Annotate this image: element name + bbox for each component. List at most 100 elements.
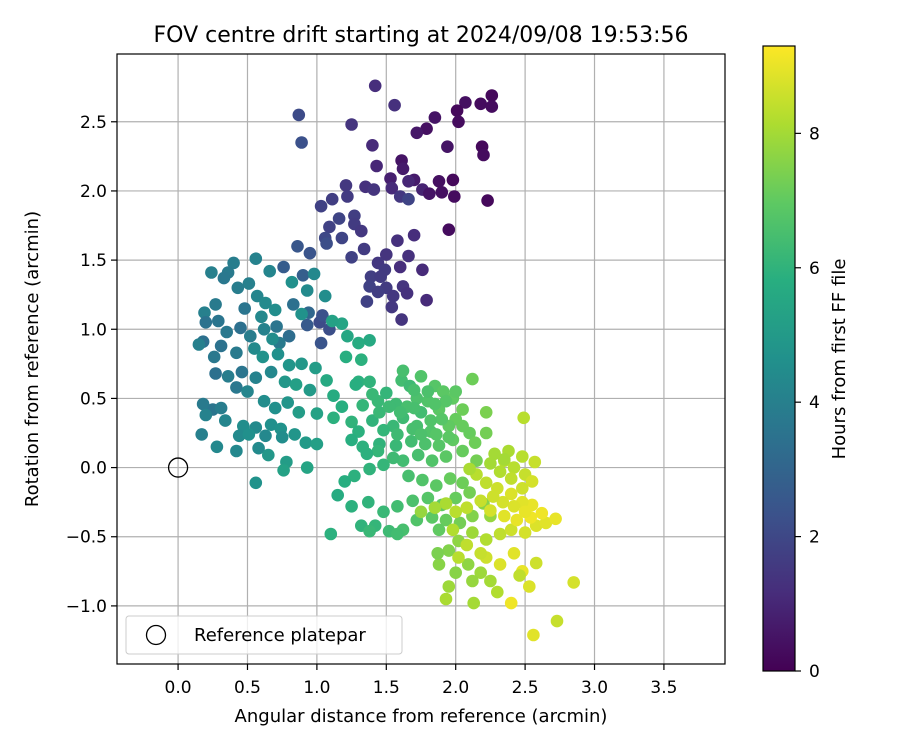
scatter-point bbox=[393, 260, 407, 274]
y-tick-label: 2.5 bbox=[80, 113, 107, 133]
scatter-point bbox=[391, 527, 404, 541]
scatter-point bbox=[370, 159, 383, 173]
scatter-point bbox=[331, 488, 345, 502]
scatter-point bbox=[249, 476, 263, 490]
y-tick-label: 1.0 bbox=[80, 320, 107, 340]
scatter-point bbox=[414, 370, 428, 383]
scatter-point bbox=[355, 353, 368, 367]
scatter-point bbox=[377, 423, 390, 437]
scatter-point bbox=[352, 336, 365, 350]
x-tick-label: 1.0 bbox=[303, 678, 330, 698]
scatter-point bbox=[439, 450, 453, 463]
scatter-point bbox=[360, 295, 374, 308]
scatter-point bbox=[314, 336, 328, 350]
legend-label: Reference platepar bbox=[194, 625, 366, 646]
scatter-point bbox=[364, 270, 378, 284]
x-tick-label: 0.5 bbox=[234, 678, 261, 698]
data-points bbox=[192, 79, 580, 642]
x-tick-label: 2.0 bbox=[442, 678, 469, 698]
scatter-point bbox=[299, 436, 313, 450]
scatter-point bbox=[382, 400, 396, 414]
scatter-point bbox=[268, 401, 282, 415]
scatter-point bbox=[421, 385, 435, 398]
scatter-point bbox=[287, 298, 300, 311]
scatter-point bbox=[199, 408, 213, 422]
scatter-point bbox=[341, 190, 354, 203]
scatter-point bbox=[391, 428, 404, 441]
scatter-point bbox=[443, 472, 457, 485]
scatter-point bbox=[205, 266, 218, 279]
scatter-point bbox=[249, 371, 263, 385]
x-tick-label: 1.5 bbox=[373, 678, 400, 698]
scatter-point bbox=[320, 374, 333, 387]
scatter-point bbox=[292, 108, 306, 122]
scatter-point bbox=[242, 277, 256, 290]
scatter-point bbox=[513, 569, 526, 582]
scatter-point bbox=[248, 342, 261, 355]
scatter-point bbox=[467, 596, 481, 610]
scatter-point bbox=[436, 385, 450, 398]
scatter-point bbox=[527, 628, 540, 642]
scatter-point bbox=[386, 289, 400, 303]
scatter-point bbox=[338, 475, 352, 488]
scatter-point bbox=[195, 428, 208, 441]
scatter-point bbox=[391, 234, 404, 247]
chart-title: FOV centre drift starting at 2024/09/08 … bbox=[154, 23, 689, 48]
scatter-point bbox=[428, 397, 442, 411]
scatter-point bbox=[355, 224, 368, 238]
scatter-point bbox=[325, 192, 339, 206]
y-tick-label: 0.0 bbox=[80, 459, 107, 479]
scatter-point bbox=[257, 323, 271, 336]
scatter-point bbox=[425, 454, 439, 468]
scatter-point bbox=[212, 314, 225, 328]
scatter-point bbox=[488, 447, 501, 461]
scatter-point bbox=[300, 461, 314, 474]
scatter-point bbox=[242, 428, 256, 441]
scatter-point bbox=[295, 136, 308, 149]
x-tick-label: 2.5 bbox=[512, 678, 539, 698]
scatter-point bbox=[377, 505, 390, 519]
scatter-point bbox=[282, 329, 296, 343]
y-tick-label: −0.5 bbox=[66, 528, 107, 548]
colorbar-tick-label: 6 bbox=[809, 259, 820, 279]
scatter-point bbox=[307, 267, 321, 281]
scatter-point bbox=[450, 104, 464, 117]
scatter-point bbox=[252, 441, 265, 455]
scatter-point bbox=[396, 162, 410, 176]
scatter-point bbox=[310, 407, 324, 420]
scatter-point bbox=[432, 523, 446, 537]
scatter-point bbox=[230, 444, 243, 458]
scatter-point bbox=[264, 418, 278, 432]
scatter-point bbox=[479, 533, 493, 546]
scatter-point bbox=[285, 275, 299, 289]
scatter-point bbox=[349, 378, 363, 391]
scatter-point bbox=[430, 428, 443, 441]
scatter-point bbox=[300, 284, 314, 297]
scatter-point bbox=[418, 437, 432, 451]
scatter-point bbox=[510, 513, 524, 527]
scatter-point bbox=[466, 372, 479, 386]
scatter-point bbox=[335, 400, 349, 414]
scatter-point bbox=[402, 249, 415, 263]
scatter-point bbox=[266, 332, 279, 346]
scatter-point bbox=[456, 419, 469, 433]
scatter-point bbox=[517, 411, 530, 425]
scatter-point bbox=[442, 580, 456, 593]
scatter-point bbox=[463, 486, 476, 499]
scatter-point bbox=[539, 516, 553, 530]
scatter-point bbox=[507, 461, 521, 474]
scatter-point bbox=[207, 350, 221, 364]
scatter-point bbox=[479, 476, 493, 490]
scatter-point bbox=[525, 475, 539, 488]
scatter-point bbox=[244, 329, 257, 343]
scatter-point bbox=[481, 194, 494, 207]
scatter-point bbox=[549, 512, 562, 526]
scatter-point bbox=[414, 505, 428, 519]
scatter-point bbox=[303, 383, 317, 397]
scatter-point bbox=[477, 148, 490, 162]
scatter-point bbox=[325, 314, 339, 328]
scatter-point bbox=[405, 435, 418, 448]
scatter-point bbox=[396, 454, 410, 468]
scatter-point bbox=[352, 425, 365, 438]
scatter-point bbox=[371, 444, 385, 458]
